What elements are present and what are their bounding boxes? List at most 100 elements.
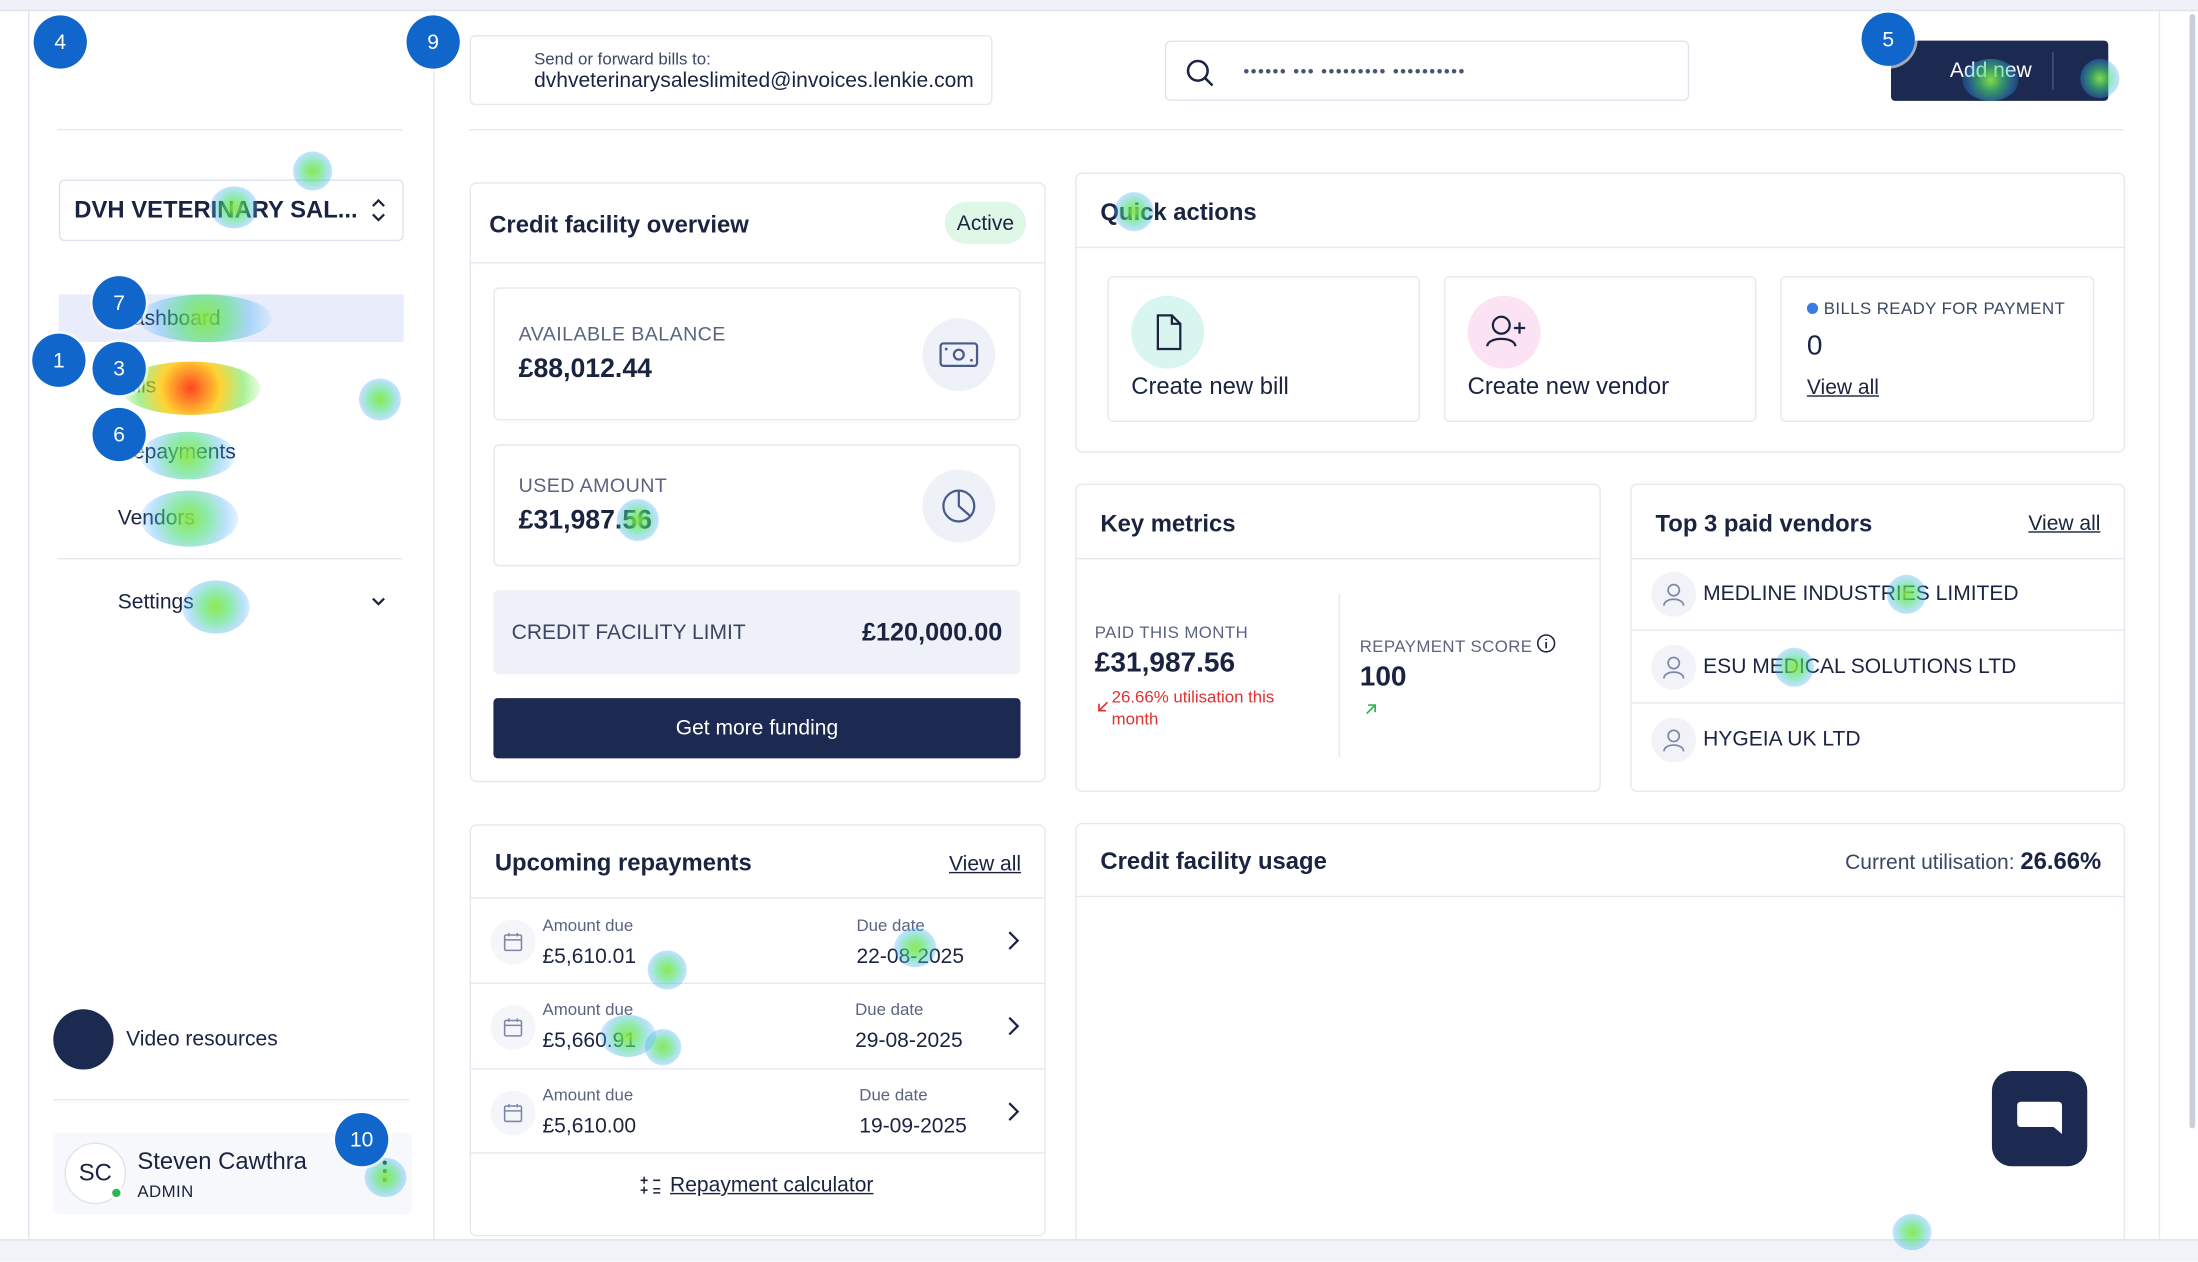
- utilisation-note-line2: month: [1111, 709, 1159, 729]
- frame-bottom-border: [0, 1239, 2198, 1262]
- vendor-name: HYGEIA UK LTD: [1703, 727, 1861, 752]
- due-date-value: 19-09-2025: [859, 1114, 967, 1139]
- header-divider: [469, 128, 2124, 131]
- bills-ready-title: BILLS READY FOR PAYMENT: [1806, 298, 2066, 319]
- get-more-funding-label: Get more funding: [675, 716, 839, 741]
- add-new-button[interactable]: Add new: [1891, 40, 2109, 101]
- sidebar-item-label: Settings: [117, 589, 194, 614]
- bills-ready-label: BILLS READY FOR PAYMENT: [1823, 298, 2066, 319]
- amount-due-label: Amount due: [542, 1084, 634, 1105]
- vendor-row[interactable]: MEDLINE INDUSTRIES LIMITED: [1631, 558, 2126, 631]
- repayment-score-label: REPAYMENT SCORE: [1359, 636, 1533, 657]
- repayment-row[interactable]: Amount due £5,660.91 Due date 29-08-2025: [470, 982, 1046, 1069]
- video-resources-link[interactable]: Video resources: [53, 1009, 278, 1070]
- step-marker: 7: [92, 276, 146, 330]
- cash-icon: [922, 318, 996, 392]
- create-vendor-label: Create new vendor: [1467, 372, 1670, 400]
- current-utilisation-value: 26.66%: [2020, 848, 2102, 875]
- add-new-label: Add new: [1949, 58, 2032, 83]
- vendor-row[interactable]: ESU MEDICAL SOLUTIONS LTD: [1631, 631, 2126, 704]
- repayment-row[interactable]: Amount due £5,610.01 Due date 22-08-2025: [470, 897, 1046, 983]
- arrow-down-left-icon: [1098, 701, 1109, 712]
- chevron-down-icon: [372, 597, 385, 606]
- top-edge: [0, 0, 2198, 12]
- online-status-icon: [109, 1185, 124, 1200]
- calendar-icon: [490, 919, 536, 965]
- used-amount-value: £31,987.56: [518, 506, 652, 536]
- avatar: SC: [64, 1142, 127, 1205]
- user-icon: [1651, 571, 1697, 617]
- search-icon: [1186, 59, 1214, 87]
- sidebar-divider: [57, 557, 403, 560]
- metrics-divider: [1338, 594, 1341, 757]
- status-dot-icon: [1806, 302, 1819, 314]
- search-input[interactable]: •••••• ••• ••••••••• ••••••••••: [1164, 40, 1690, 101]
- pie-chart-icon: [922, 469, 996, 543]
- frame-right-border: [2158, 11, 2161, 1240]
- upcoming-repayments-card: Upcoming repayments View all Amount due …: [469, 824, 1046, 1237]
- card-divider: [470, 262, 1045, 264]
- frame-left-border: [28, 11, 30, 1240]
- repayment-calculator-label: Repayment calculator: [670, 1173, 874, 1198]
- amount-due-label: Amount due: [542, 915, 634, 935]
- info-icon[interactable]: [1536, 634, 1556, 654]
- avatar-initials: SC: [78, 1159, 112, 1186]
- card-title: Credit facility overview: [489, 211, 749, 239]
- card-divider: [1631, 557, 2124, 560]
- search-value: •••••• ••• ••••••••• ••••••••••: [1243, 61, 1466, 82]
- card-title: Upcoming repayments: [494, 849, 752, 877]
- page-scrollbar[interactable]: [2189, 14, 2196, 1129]
- repayment-calculator-link[interactable]: Repayment calculator: [639, 1173, 873, 1197]
- create-bill-label: Create new bill: [1131, 372, 1289, 400]
- current-utilisation: Current utilisation: 26.66%: [1845, 848, 2101, 876]
- chevron-right-icon: [1008, 931, 1020, 950]
- current-utilisation-label: Current utilisation:: [1845, 850, 2015, 875]
- user-role: ADMIN: [137, 1181, 194, 1202]
- amount-due-value: £5,660.91: [542, 1028, 637, 1053]
- forward-bills-email[interactable]: dvhveterinarysaleslimited@invoices.lenki…: [534, 68, 974, 93]
- get-more-funding-button[interactable]: Get more funding: [493, 698, 1021, 759]
- card-title: Key metrics: [1100, 510, 1236, 537]
- card-title: Credit facility usage: [1100, 848, 1327, 875]
- calendar-icon: [490, 1005, 536, 1050]
- used-amount-box: USED AMOUNT £31,987.56: [493, 444, 1021, 567]
- user-card[interactable]: SC Steven Cawthra ADMIN: [53, 1132, 413, 1214]
- sidebar-item-vendors[interactable]: Vendors: [59, 493, 404, 541]
- more-options-icon[interactable]: [382, 1160, 389, 1186]
- sidebar: DVH VETERINARY SAL... Dashboard Bills Re…: [29, 11, 435, 1240]
- button-divider: [2052, 51, 2054, 90]
- quick-actions-card: Quick actions: [1075, 172, 2126, 453]
- due-date-value: 29-08-2025: [855, 1028, 963, 1053]
- add-user-icon: [1467, 295, 1541, 369]
- repayments-view-all-link[interactable]: View all: [949, 852, 1022, 877]
- forward-bills-box[interactable]: Send or forward bills to: dvhveterinarys…: [469, 35, 993, 106]
- sidebar-item-settings[interactable]: Settings: [59, 578, 404, 626]
- card-title: Top 3 paid vendors: [1655, 510, 1873, 537]
- amount-due-value: £5,610.00: [542, 1114, 637, 1139]
- expand-collapse-icon: [372, 198, 385, 222]
- repayment-row[interactable]: Amount due £5,610.00 Due date 19-09-2025: [470, 1068, 1046, 1154]
- bills-view-all-link[interactable]: View all: [1806, 375, 1879, 400]
- vendors-view-all-link[interactable]: View all: [2028, 511, 2101, 536]
- create-bill-tile[interactable]: Create new bill: [1107, 276, 1421, 422]
- company-switcher[interactable]: DVH VETERINARY SAL...: [58, 179, 404, 242]
- vendor-row[interactable]: HYGEIA UK LTD: [1632, 704, 2125, 777]
- used-amount-label: USED AMOUNT: [518, 473, 668, 497]
- amount-due-value: £5,610.01: [542, 944, 637, 969]
- forward-bills-label: Send or forward bills to:: [534, 49, 711, 69]
- company-name: DVH VETERINARY SAL...: [74, 196, 358, 223]
- bills-ready-tile: BILLS READY FOR PAYMENT 0 View all: [1780, 276, 2095, 422]
- create-vendor-tile[interactable]: Create new vendor: [1443, 276, 1757, 422]
- calendar-icon: [490, 1090, 536, 1136]
- sidebar-divider: [53, 1098, 410, 1101]
- available-balance-value: £88,012.44: [518, 354, 652, 385]
- user-icon: [1651, 717, 1697, 763]
- paid-this-month-value: £31,987.56: [1094, 647, 1236, 679]
- arrow-up-right-icon: [1366, 704, 1376, 715]
- step-marker: 1: [32, 333, 86, 387]
- due-date-value: 22-08-2025: [856, 944, 965, 969]
- utilisation-note-line1: 26.66% utilisation this: [1111, 686, 1275, 707]
- chat-button[interactable]: [1991, 1070, 2088, 1167]
- chat-icon: [2017, 1101, 2063, 1135]
